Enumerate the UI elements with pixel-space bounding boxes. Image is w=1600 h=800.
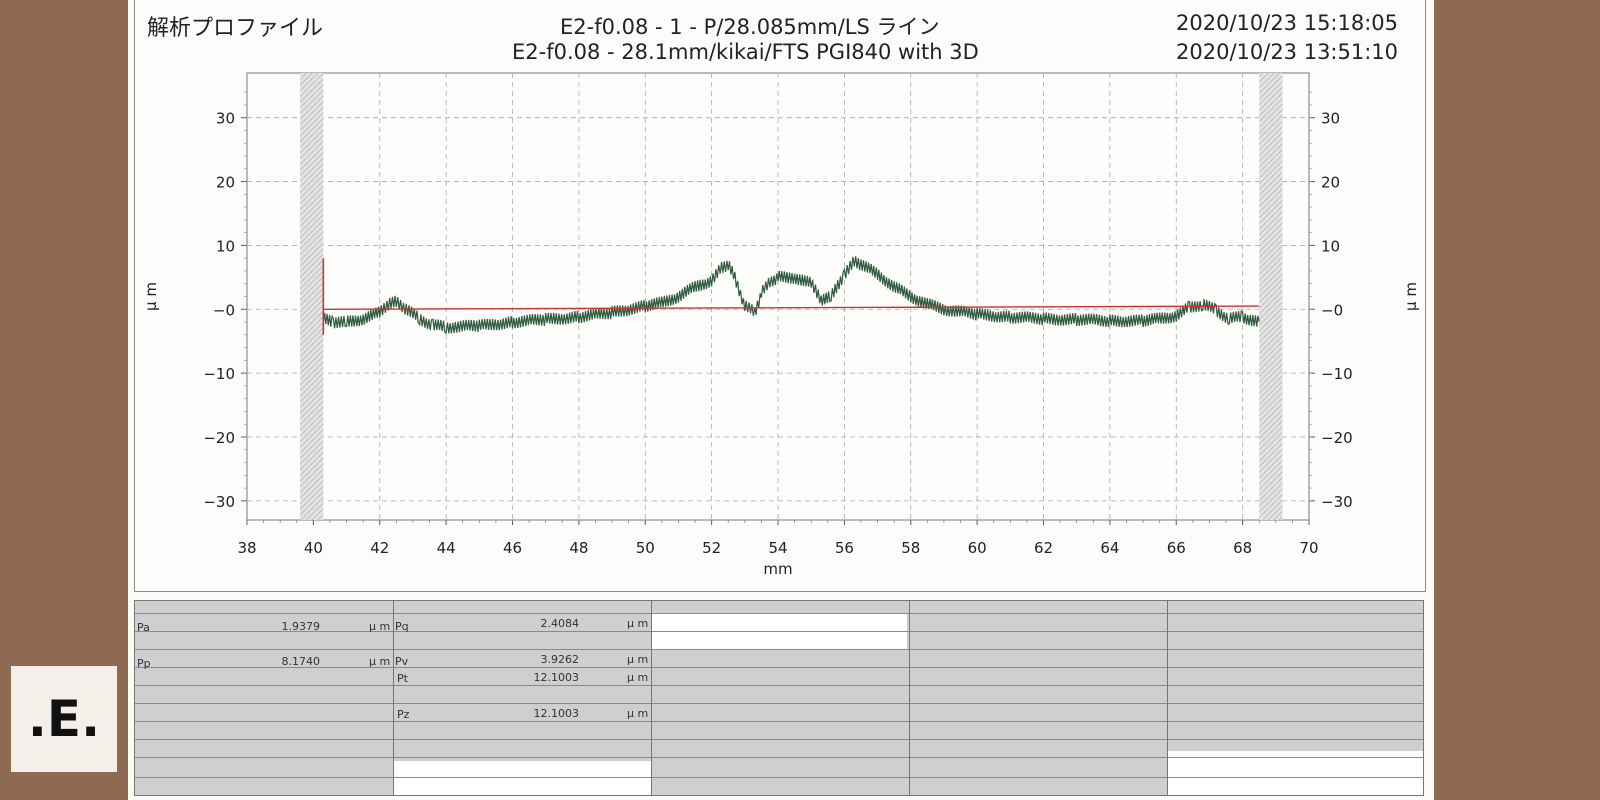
excluded-region xyxy=(300,73,324,520)
measurement-date: 2020/10/23 13:51:10 xyxy=(1176,40,1399,64)
param-value-pa: 1.9379 xyxy=(281,620,321,633)
profile-trace xyxy=(322,256,1260,335)
x-tick-label: 44 xyxy=(437,539,456,557)
param-unit-pq: μ m xyxy=(627,617,649,630)
param-value-pq: 2.4084 xyxy=(540,617,580,630)
results-blank-cell xyxy=(1167,751,1423,795)
y-tick-label-left: 30 xyxy=(216,110,235,128)
brand-logo: .E. xyxy=(11,666,117,772)
x-tick-label: 40 xyxy=(304,539,323,557)
x-tick-label: 68 xyxy=(1233,539,1252,557)
y-tick-label-right: −30 xyxy=(1321,493,1353,511)
chart-title: 解析プロファイル xyxy=(147,16,324,41)
y-tick-label-right: 30 xyxy=(1321,110,1340,128)
y-tick-label-left: 10 xyxy=(216,237,235,255)
y-axis-label-right: μ m xyxy=(1402,282,1420,311)
x-tick-label: 66 xyxy=(1167,539,1186,557)
results-blank-cell xyxy=(393,761,651,795)
analysis-date: 2020/10/23 15:18:05 xyxy=(1176,11,1399,35)
param-unit-pt: μ m xyxy=(627,671,649,684)
y-tick-label-left: 20 xyxy=(216,174,235,192)
x-tick-label: 42 xyxy=(370,539,389,557)
y-tick-label-left: −20 xyxy=(203,429,235,447)
param-unit-pa: μ m xyxy=(369,620,391,633)
x-tick-label: 56 xyxy=(835,539,854,557)
param-label-pq: Pq xyxy=(395,620,409,633)
x-tick-label: 62 xyxy=(1034,539,1053,557)
measurement-line-2: E2-f0.08 - 28.1mm/kikai/FTS PGI840 with … xyxy=(512,40,979,64)
x-tick-label: 38 xyxy=(237,539,256,557)
param-unit-pv: μ m xyxy=(627,653,649,666)
y-tick-label-right: −20 xyxy=(1321,429,1353,447)
y-axis-label-left: μ m xyxy=(142,282,160,311)
param-label-pp: Pp xyxy=(137,657,151,670)
x-tick-label: 52 xyxy=(702,539,721,557)
x-tick-label: 48 xyxy=(569,539,588,557)
y-tick-label-right: −10 xyxy=(1321,365,1353,383)
param-unit-pz: μ m xyxy=(627,707,649,720)
y-tick-label-left: −10 xyxy=(203,365,235,383)
param-unit-pp: μ m xyxy=(369,655,391,668)
param-value-pv: 3.9262 xyxy=(540,653,580,666)
x-tick-label: 64 xyxy=(1100,539,1119,557)
x-tick-label: 60 xyxy=(968,539,987,557)
excluded-region xyxy=(1259,73,1283,520)
measurement-line-1: E2-f0.08 - 1 - P/28.085mm/LS ライン xyxy=(560,15,940,39)
y-tick-label-right: 20 xyxy=(1321,174,1340,192)
results-table: Pa 1.9379 μ m Pq 2.4084 μ m Pp 8.1740 μ … xyxy=(134,600,1424,796)
param-value-pz: 12.1003 xyxy=(533,707,580,720)
param-value-pp: 8.1740 xyxy=(281,655,321,668)
x-tick-label: 58 xyxy=(901,539,920,557)
y-tick-label-right: −0 xyxy=(1321,301,1343,319)
x-tick-label: 46 xyxy=(503,539,522,557)
param-label-pz: Pz xyxy=(397,708,410,721)
param-label-pt: Pt xyxy=(397,672,408,685)
x-tick-label: 54 xyxy=(768,539,787,557)
param-value-pt: 12.1003 xyxy=(533,671,580,684)
param-label-pv: Pv xyxy=(395,655,409,668)
x-tick-label: 50 xyxy=(636,539,655,557)
x-axis-label: mm xyxy=(763,560,792,578)
y-tick-label-left: −0 xyxy=(213,301,235,319)
param-label-pa: Pa xyxy=(137,621,150,634)
reference-line xyxy=(323,305,1260,310)
y-tick-label-left: −30 xyxy=(203,493,235,511)
x-tick-label: 70 xyxy=(1299,539,1318,557)
y-tick-label-right: 10 xyxy=(1321,237,1340,255)
profile-chart: 38 40 42 44 46 48 50 52 54 56 58 60 62 64 66 68 70 30 30 20… xyxy=(142,72,1420,578)
